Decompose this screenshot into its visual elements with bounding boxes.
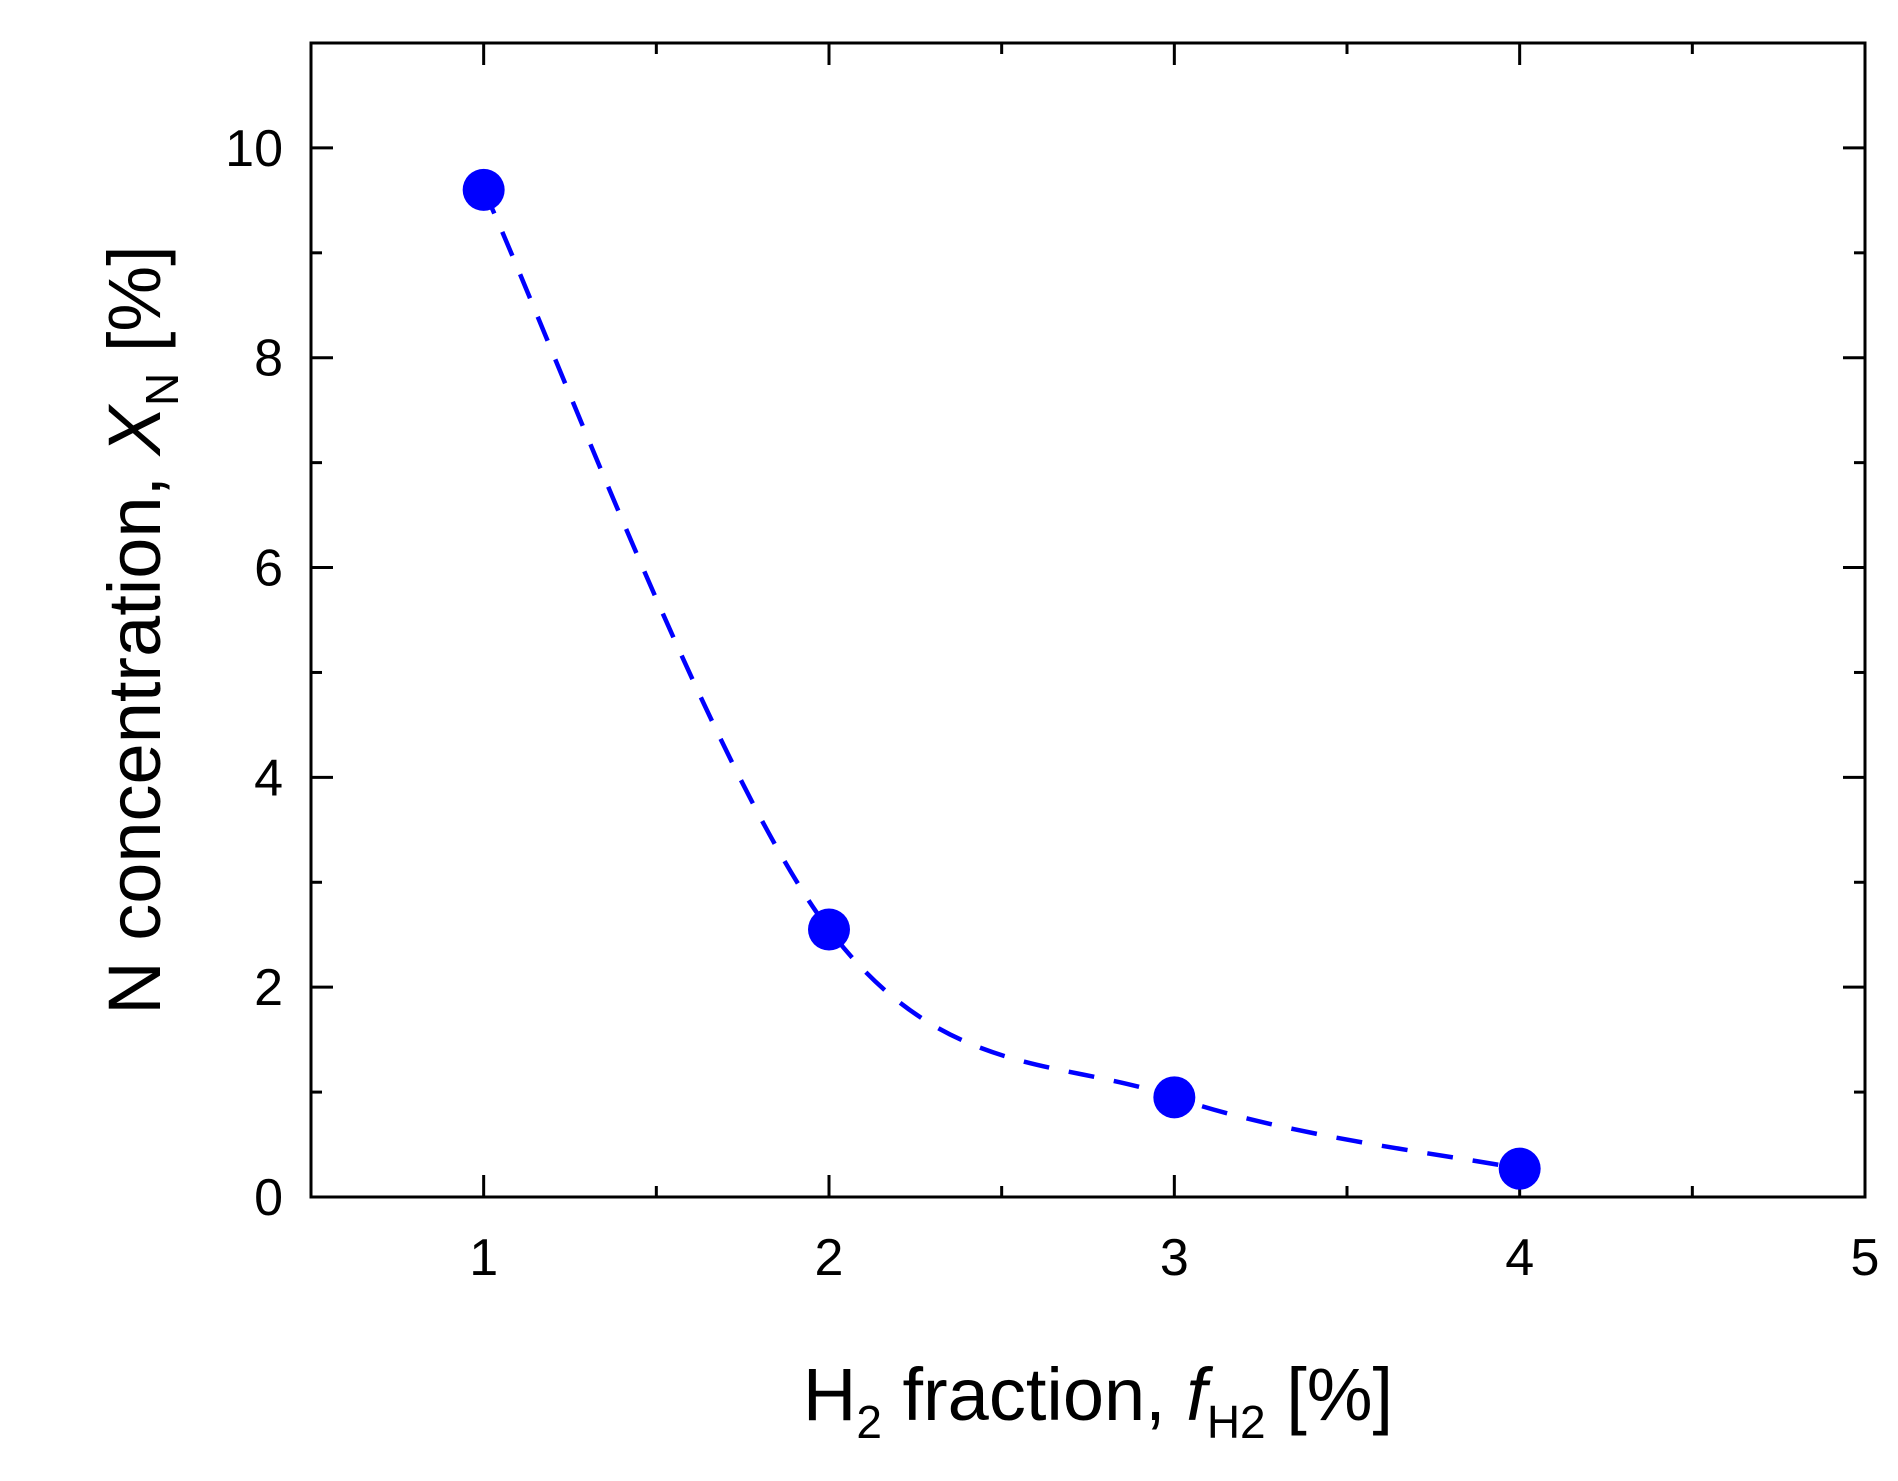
data-point — [1153, 1076, 1196, 1119]
y-axis-title: N concentration, XN [%] — [93, 245, 188, 1015]
tick-labels: 1 2 3 4 5 0 2 4 6 8 10 — [225, 120, 1879, 1287]
data-point — [1498, 1147, 1541, 1190]
y-tick-label: 4 — [254, 749, 283, 807]
x-axis-title: H2 fraction, fH2 [%] — [803, 1353, 1393, 1448]
series-line — [481, 188, 1521, 1171]
x-tick-label: 2 — [815, 1229, 844, 1287]
x-axis-title-symbol-sub: H2 — [1207, 1396, 1266, 1448]
y-axis-title-suffix: [%] — [93, 245, 176, 372]
x-axis-title-prefix: H — [803, 1353, 856, 1436]
y-tick-label: 10 — [225, 120, 283, 178]
y-tick-label: 2 — [254, 959, 283, 1017]
axis-ticks — [311, 43, 1867, 1199]
x-axis-title-suffix: [%] — [1266, 1353, 1393, 1436]
plot-frame — [309, 41, 1867, 1199]
x-tick-label: 5 — [1851, 1229, 1880, 1287]
y-axis-title-symbol-sub: N — [136, 373, 188, 406]
y-tick-label: 6 — [254, 540, 283, 598]
data-point — [808, 908, 850, 951]
y-axis-title-symbol: X — [93, 403, 176, 457]
y-axis-title-prefix: N concentration, — [93, 455, 176, 1014]
y-tick-label: 0 — [254, 1169, 283, 1227]
x-tick-label: 3 — [1160, 1229, 1189, 1287]
x-tick-label: 1 — [469, 1229, 498, 1287]
x-axis-title-middle: fraction, — [882, 1353, 1186, 1436]
y-tick-label: 8 — [254, 330, 283, 388]
data-points — [462, 168, 1541, 1190]
x-tick-label: 4 — [1505, 1229, 1534, 1287]
data-point — [462, 168, 505, 211]
x-axis-title-prefix-sub: 2 — [856, 1396, 882, 1448]
